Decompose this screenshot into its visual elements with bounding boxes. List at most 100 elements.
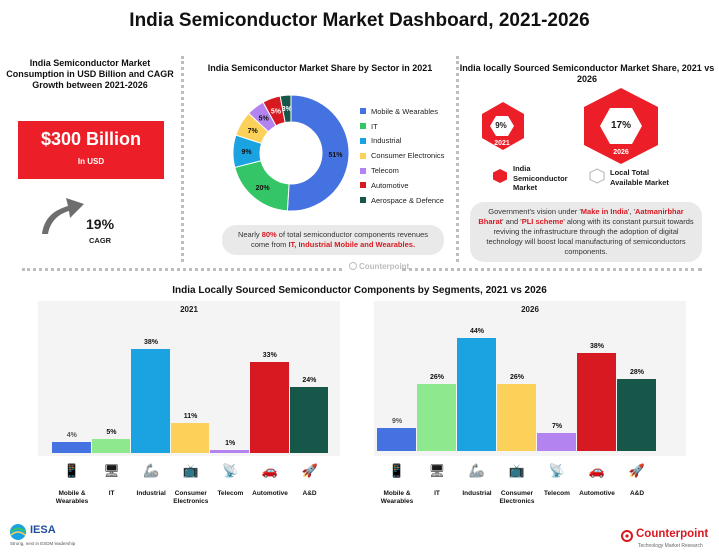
bars2021-bar-3 — [170, 422, 210, 453]
bars2021-label-6: 24% — [302, 377, 317, 384]
panel-2021-title: 2021 — [180, 305, 198, 314]
donut-label-3: 7% — [248, 128, 259, 135]
growth-arrow-icon — [42, 198, 84, 234]
bars2026-bar-1 — [417, 384, 456, 451]
donut-label-5: 5% — [271, 109, 282, 116]
donut-slice-0 — [286, 94, 350, 212]
share-2026-label: 2026 — [613, 149, 629, 156]
donut-heading: India Semiconductor Market Share by Sect… — [207, 63, 433, 73]
legend-total-label: Local Total Available Market — [610, 168, 669, 187]
donut-label-6: 3% — [282, 106, 293, 113]
watermark: Counterpoint — [349, 262, 409, 271]
legend-item-industrial: Industrial — [360, 134, 460, 149]
donut-label-4: 5% — [259, 115, 270, 122]
rocket-icon: 🚀 — [301, 463, 318, 478]
segments-heading: India Locally Sourced Semiconductor Comp… — [172, 285, 547, 296]
legend-local-label: India Semiconductor Market — [513, 164, 568, 192]
market-unit: In USD — [77, 157, 105, 166]
category-label-3: Consumer Electronics — [499, 490, 535, 505]
bars2021-bar-2 — [131, 348, 170, 453]
bars2021-label-1: 5% — [106, 429, 117, 437]
bars2021-label-3: 11% — [183, 412, 198, 420]
bars2021-label-5: 33% — [262, 352, 277, 360]
bars2026-bar-6 — [617, 379, 656, 451]
car-icon: 🚗 — [261, 463, 279, 478]
category-label-3: Consumer Electronics — [173, 490, 209, 505]
category-label-1: IT — [108, 490, 115, 497]
category-label-1: IT — [434, 490, 440, 497]
robot-arm-icon: 🦾 — [468, 463, 486, 478]
cagr-value: 19% — [86, 216, 115, 232]
legend-outline-hexagon-icon — [589, 168, 605, 184]
bars2026-bar-0 — [377, 427, 416, 451]
bars2021-label-2: 38% — [143, 338, 158, 346]
bars2021-bar-6 — [289, 387, 329, 453]
appliance-icon: 📺 — [182, 463, 199, 478]
bars2021-label-0: 4% — [66, 432, 77, 439]
phone-icon: 📱 — [388, 463, 406, 478]
bars2026-bar-2 — [457, 338, 496, 451]
counterpoint-tagline: Technology Market Research — [638, 543, 703, 549]
donut-legend: Mobile & Wearables IT Industrial Consume… — [360, 104, 460, 208]
bars2021-bar-5 — [250, 362, 289, 453]
pie-note: Nearly 80% of total semiconductor compon… — [222, 225, 444, 255]
legend-item-telecom: Telecom — [360, 163, 460, 178]
phone-icon: 📱 — [63, 463, 81, 478]
local-share-heading: India locally Sourced Semiconductor Mark… — [459, 63, 715, 84]
share-2021-label: 2021 — [494, 140, 510, 147]
bars2026-label-3: 26% — [509, 374, 524, 382]
legend-red-hexagon-icon — [493, 169, 507, 183]
category-label-0: Mobile & Wearables — [380, 490, 414, 505]
category-label-5: Automotive — [252, 490, 288, 497]
antenna-icon: 📡 — [548, 463, 566, 478]
iesa-tagline: Strong, next in ESDM leadership — [10, 541, 76, 546]
bars2026-label-0: 9% — [391, 417, 403, 425]
share-2021-value: 9% — [495, 121, 507, 130]
separator-bottom-left — [22, 268, 342, 271]
category-label-2: Industrial — [462, 490, 492, 497]
hexagon-2026-icon — [584, 88, 658, 164]
bars2026-bar-4 — [537, 433, 576, 451]
donut-label-1: 20% — [256, 185, 271, 192]
iesa-name: IESA — [30, 524, 56, 536]
donut-slice-6 — [279, 94, 292, 124]
legend-item-automotive: Automotive — [360, 178, 460, 193]
donut-label-2: 9% — [241, 149, 252, 156]
counterpoint-logo-icon — [621, 530, 633, 542]
bars2026-label-1: 26% — [429, 374, 444, 382]
dashboard-title: India Semiconductor Market Dashboard, 20… — [129, 10, 590, 31]
bars2021-bar-4 — [210, 450, 249, 453]
panel-2026-title: 2026 — [521, 305, 539, 314]
separator-right — [456, 56, 459, 262]
category-label-2: Industrial — [136, 490, 166, 497]
bars2021-label-4: 1% — [225, 440, 236, 448]
market-value: $300 Billion — [40, 129, 142, 149]
sector-donut-chart: 51%20%9%7%5%5% 3% — [232, 94, 350, 212]
separator-bottom-right — [402, 268, 702, 271]
rocket-icon: 🚀 — [628, 463, 646, 478]
separator-left — [181, 56, 184, 262]
bars2026-bar-3 — [497, 384, 536, 451]
bars2026-label-5: 38% — [589, 343, 604, 351]
category-label-5: Automotive — [579, 490, 615, 497]
donut-label-0: 51% — [328, 152, 343, 159]
bars2021-bar-1 — [91, 439, 131, 453]
category-label-4: Telecom — [217, 490, 244, 497]
legend-item-it: IT — [360, 119, 460, 134]
legend-item-consumer: Consumer Electronics — [360, 148, 460, 163]
antenna-icon: 📡 — [222, 463, 239, 478]
category-label-0: Mobile & Wearables — [55, 490, 89, 505]
monitor-icon: 🖥 — [428, 463, 446, 478]
legend-item-aerospace: Aerospace & Defence — [360, 193, 460, 208]
hexagon-2021-icon — [482, 102, 524, 150]
car-icon: 🚗 — [588, 463, 606, 478]
counterpoint-name: Counterpoint — [636, 528, 709, 540]
appliance-icon: 📺 — [508, 463, 526, 478]
cagr-label: CAGR — [89, 236, 112, 245]
monitor-icon: 🖥 — [103, 463, 120, 478]
bars2026-label-4: 7% — [551, 423, 563, 431]
robot-arm-icon: 🦾 — [143, 463, 160, 478]
category-label-6: A&D — [629, 490, 645, 497]
bars2026-label-6: 28% — [629, 369, 644, 377]
bars2026-label-2: 44% — [469, 328, 484, 335]
